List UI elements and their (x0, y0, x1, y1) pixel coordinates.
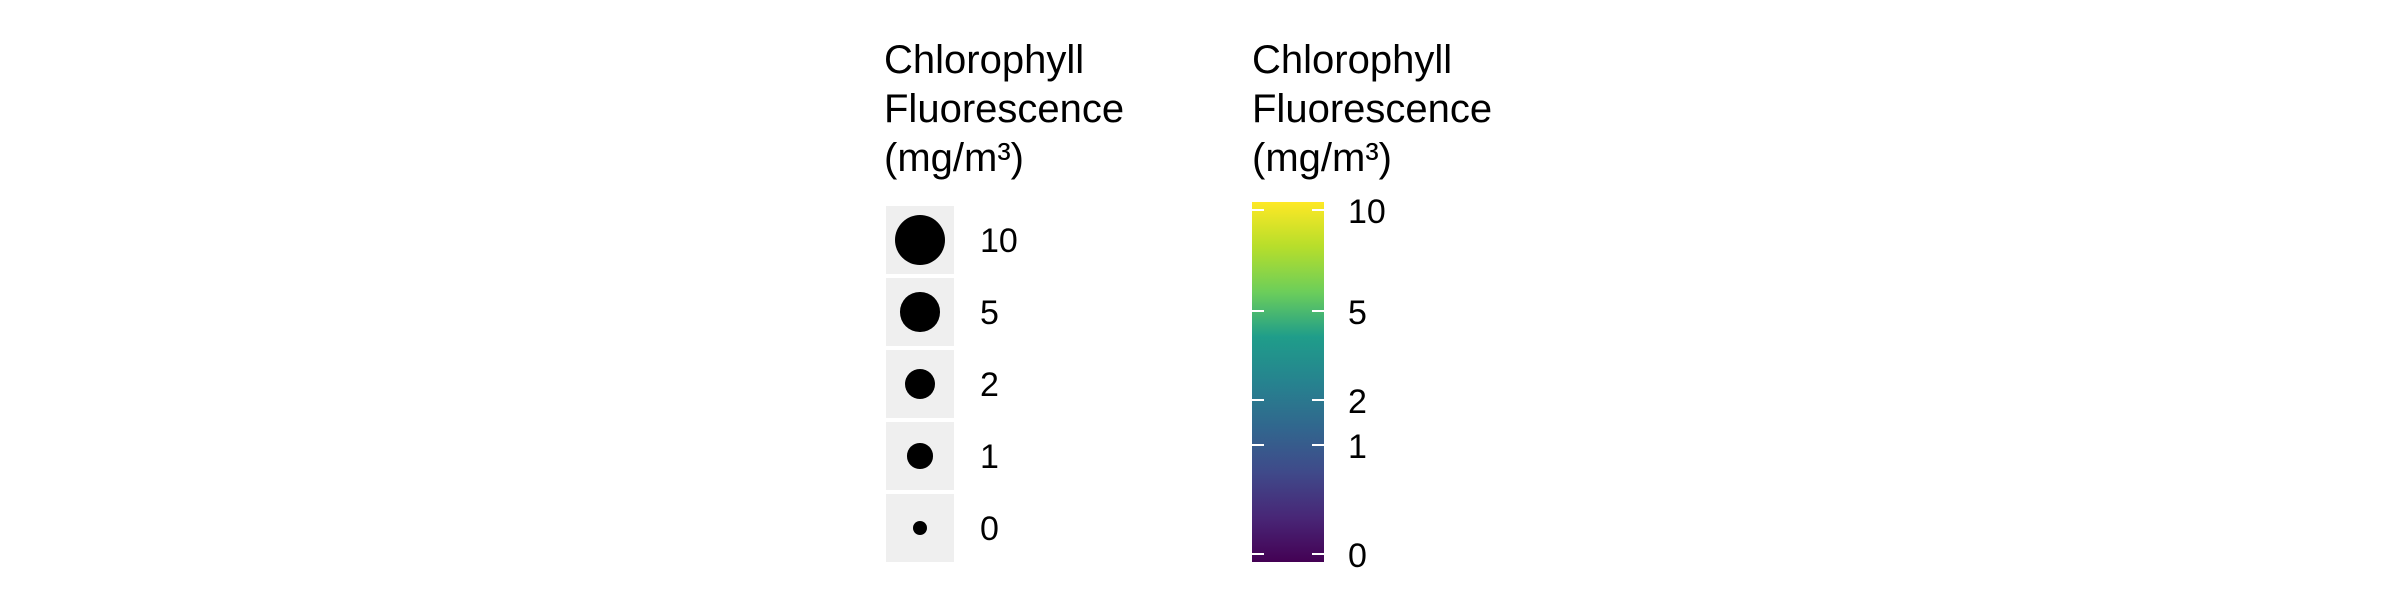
colorbar-tick-label: 1 (1348, 428, 1367, 467)
size-legend-title-line-1: Chlorophyll (884, 38, 1085, 82)
size-key-2: 2 (884, 350, 1184, 420)
color-legend-title-line-2: Fluorescence (1252, 87, 1493, 131)
color-legend-title: Chlorophyll Fluorescence (mg/m³) (1252, 36, 1492, 183)
colorbar-tick-5-left (1252, 309, 1264, 312)
size-key-label: 5 (980, 294, 999, 332)
colorbar-tick-label: 5 (1348, 293, 1367, 332)
color-legend-title-line-1: Chlorophyll (1252, 38, 1453, 82)
colorbar-tick-label: 2 (1348, 383, 1367, 422)
colorbar-tick-1-left (1252, 444, 1264, 447)
size-legend-title-line-3: (mg/m³) (884, 136, 1024, 180)
colorbar-tick-2-right (1312, 399, 1324, 402)
size-legend-title: Chlorophyll Fluorescence (mg/m³) (884, 36, 1124, 183)
colorbar (1252, 202, 1324, 562)
colorbar-tick-10-left (1252, 209, 1264, 211)
size-key-box (886, 278, 954, 346)
size-key-box (886, 206, 954, 274)
size-key-10: 10 (884, 206, 1184, 276)
size-key-0: 0 (884, 494, 1184, 564)
colorbar-tick-1-right (1312, 444, 1324, 447)
colorbar-tick-10-right (1312, 209, 1324, 211)
size-key-box (886, 350, 954, 418)
size-key-label: 1 (980, 438, 999, 476)
size-key-point (907, 443, 933, 469)
size-key-label: 10 (980, 222, 1018, 260)
size-key-point (904, 368, 936, 400)
colorbar-tick-2-left (1252, 399, 1264, 402)
size-legend-title-line-2: Fluorescence (884, 87, 1125, 131)
colorbar-tick-label: 0 (1348, 537, 1367, 575)
size-key-5: 5 (884, 278, 1184, 348)
size-key-box (886, 422, 954, 490)
colorbar-tick-5-right (1312, 309, 1324, 312)
size-key-point (913, 521, 927, 535)
size-key-point (895, 215, 945, 265)
size-legend: Chlorophyll Fluorescence (mg/m³) 10 5 2 1 0 (884, 36, 1124, 562)
size-key-point (900, 292, 940, 332)
colorbar-tick-0-right (1312, 553, 1324, 555)
colorbar-tick-label: 10 (1348, 193, 1386, 231)
size-key-label: 0 (980, 510, 999, 548)
size-key-1: 1 (884, 422, 1184, 492)
size-key-label: 2 (980, 366, 999, 404)
color-legend-title-line-3: (mg/m³) (1252, 136, 1392, 180)
color-legend: Chlorophyll Fluorescence (mg/m³) 10 5 2 1 0 (1252, 36, 1492, 575)
size-key-box (886, 494, 954, 562)
colorbar-tick-0-left (1252, 553, 1264, 555)
